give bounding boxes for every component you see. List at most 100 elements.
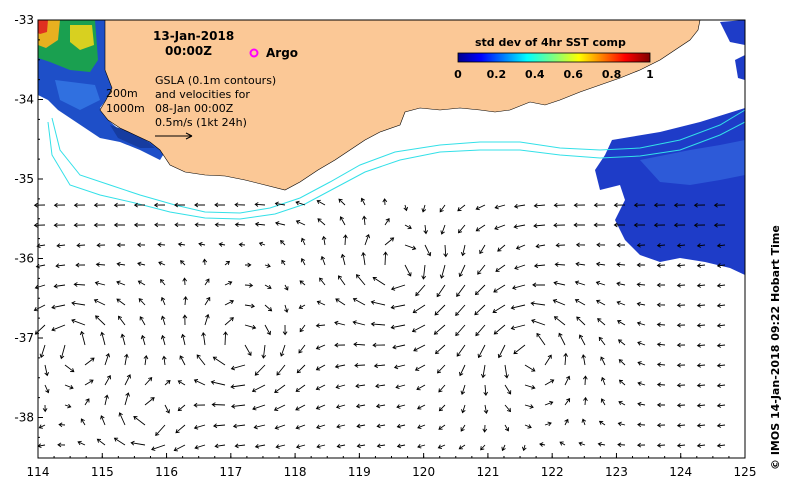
velocity-arrow-icon (637, 361, 646, 366)
colorbar-tick-label: 0.8 (602, 68, 622, 81)
velocity-arrow-icon (460, 384, 466, 395)
velocity-arrow-icon (636, 301, 646, 307)
y-tick-label: -35 (14, 172, 34, 186)
velocity-arrow-icon (295, 220, 306, 226)
velocity-arrow-icon (716, 363, 726, 368)
x-tick-label: 124 (669, 465, 692, 479)
velocity-arrow-icon (258, 241, 266, 247)
velocity-arrow-icon (51, 304, 66, 310)
velocity-arrow-icon (532, 282, 546, 288)
velocity-arrow-icon (656, 362, 666, 367)
y-tick-label: -34 (14, 93, 34, 107)
velocity-arrow-icon (581, 354, 587, 366)
colorbar-tick-label: 0.6 (563, 68, 583, 81)
velocity-arrow-icon (234, 443, 246, 449)
sst-patch-west (38, 20, 165, 160)
velocity-arrow-icon (76, 243, 86, 248)
isobath-label-200m: 200m (106, 87, 138, 100)
velocity-arrow-icon (354, 363, 366, 368)
velocity-arrow-icon (33, 202, 46, 208)
velocity-arrow-icon (224, 299, 235, 306)
velocity-arrow-icon (193, 424, 206, 430)
velocity-arrow-icon (497, 344, 506, 359)
velocity-arrow-icon (559, 441, 566, 446)
velocity-arrow-icon (573, 222, 585, 228)
velocity-arrow-icon (483, 384, 488, 397)
velocity-arrow-icon (483, 404, 489, 415)
velocity-arrow-icon (295, 404, 306, 411)
velocity-arrow-icon (53, 283, 66, 289)
velocity-arrow-icon (474, 304, 486, 316)
velocity-arrow-icon (393, 364, 406, 370)
velocity-arrow-icon (457, 204, 466, 212)
velocity-arrow-icon (544, 400, 554, 406)
velocity-arrow-icon (417, 444, 426, 449)
velocity-arrow-icon (315, 364, 326, 371)
velocity-arrow-icon (460, 424, 466, 432)
velocity-arrow-icon (696, 323, 706, 328)
velocity-arrow-icon (254, 443, 266, 449)
velocity-arrow-icon (316, 444, 326, 449)
velocity-arrow-icon (637, 341, 646, 346)
velocity-arrow-icon (696, 343, 706, 348)
velocity-arrow-icon (696, 303, 706, 308)
velocity-arrow-icon (544, 421, 552, 427)
velocity-arrow-icon (392, 344, 406, 350)
velocity-arrow-icon (73, 282, 86, 287)
velocity-arrow-icon (512, 284, 526, 290)
velocity-arrow-icon (617, 442, 626, 448)
velocity-arrow-icon (455, 304, 466, 317)
velocity-arrow-icon (253, 424, 266, 430)
velocity-arrow-icon (295, 200, 306, 206)
velocity-arrow-icon (524, 424, 532, 429)
x-tick-label: 119 (348, 465, 371, 479)
velocity-arrow-icon (390, 324, 406, 330)
velocity-arrow-icon (617, 339, 626, 346)
velocity-arrow-icon (276, 364, 286, 376)
colorbar-tick-label: 0 (454, 68, 462, 81)
velocity-arrow-icon (175, 424, 186, 434)
velocity-arrow-icon (38, 424, 46, 429)
velocity-arrow-icon (656, 402, 666, 408)
velocity-arrow-icon (433, 324, 446, 335)
velocity-arrow-icon (423, 224, 429, 235)
velocity-arrow-icon (364, 233, 371, 246)
velocity-arrow-icon (693, 222, 706, 228)
velocity-arrow-icon (73, 222, 86, 228)
velocity-arrow-icon (477, 264, 486, 275)
x-tick-label: 123 (605, 465, 628, 479)
velocity-arrow-icon (676, 402, 686, 408)
x-tick-label: 117 (219, 465, 242, 479)
velocity-arrow-icon (124, 374, 131, 386)
velocity-arrow-icon (716, 343, 726, 348)
velocity-arrow-icon (716, 243, 726, 248)
velocity-arrow-icon (564, 375, 571, 386)
velocity-arrow-icon (455, 324, 466, 337)
velocity-arrow-icon (335, 298, 346, 306)
velocity-arrow-icon (116, 280, 126, 286)
velocity-arrow-icon (373, 363, 386, 369)
velocity-arrow-icon (515, 244, 526, 250)
velocity-arrow-icon (212, 356, 226, 366)
velocity-arrow-icon (656, 382, 666, 388)
legend-line-1: GSLA (0.1m contours) (155, 74, 276, 87)
velocity-arrow-icon (39, 344, 46, 359)
velocity-arrow-icon (182, 277, 188, 286)
velocity-arrow-icon (96, 242, 106, 248)
velocity-arrow-icon (676, 382, 686, 388)
y-tick-label: -33 (14, 13, 34, 27)
legend-line-3: 08-Jan 00:00Z (155, 102, 234, 115)
velocity-arrow-icon (616, 242, 626, 248)
velocity-arrow-icon (513, 344, 526, 355)
argo-label: Argo (266, 46, 298, 60)
velocity-arrow-icon (198, 241, 206, 247)
velocity-arrow-icon (133, 416, 146, 426)
velocity-arrow-icon (595, 261, 606, 267)
velocity-arrow-icon (177, 404, 186, 412)
velocity-arrow-icon (274, 424, 286, 430)
velocity-arrow-icon (275, 221, 286, 226)
velocity-arrow-icon (212, 423, 226, 429)
velocity-arrow-icon (124, 353, 129, 366)
colorbar-tick-label: 0.2 (487, 68, 507, 81)
velocity-arrow-icon (636, 442, 646, 448)
